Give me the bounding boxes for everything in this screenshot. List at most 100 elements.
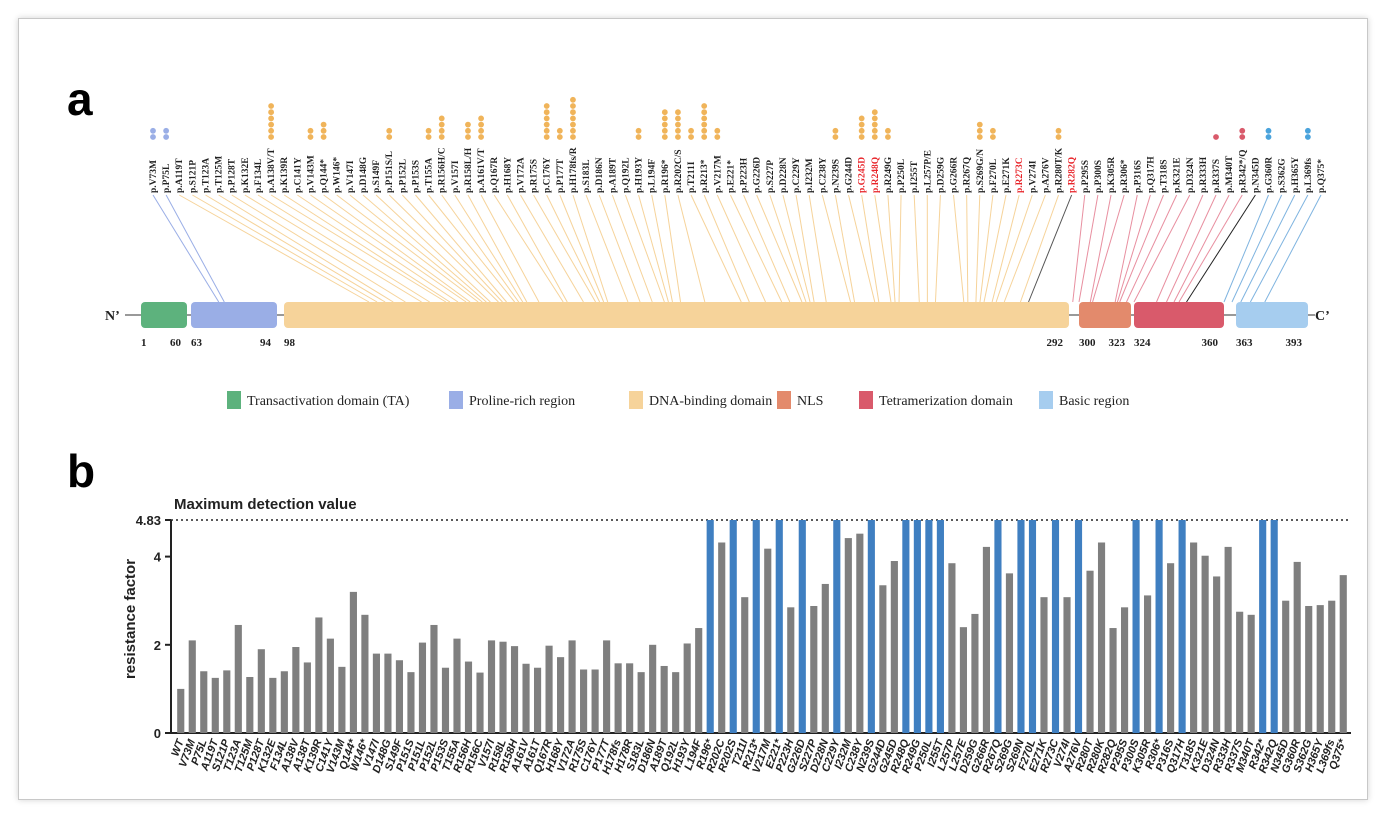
legend-swatch [1039, 391, 1053, 409]
legend-swatch [777, 391, 791, 409]
mutation-connector [934, 194, 941, 303]
mutation-label: p.R282Q [1068, 157, 1078, 193]
bar [1040, 597, 1048, 733]
mutation-dot [871, 109, 878, 116]
mutation-connector [1116, 194, 1151, 303]
mutation-connector [782, 194, 811, 303]
mutation-connector [1156, 194, 1204, 303]
mutation-connector [1264, 194, 1322, 303]
bar [453, 638, 461, 733]
mutation-label: p.R273C [1015, 157, 1025, 193]
mutation-connector [703, 194, 750, 303]
bar [1167, 563, 1175, 733]
mutation-label: p.R280T/K [1055, 147, 1065, 193]
mutation-dot [990, 127, 996, 134]
mutation-label: p.G244D [845, 157, 855, 193]
legend-label: Tetramerization domain [879, 394, 1013, 409]
mutation-connector [297, 194, 459, 303]
bar [1074, 520, 1083, 733]
mutation-connector [1249, 194, 1309, 303]
mutation-connector [975, 194, 981, 303]
mutation-label: p.R333H [1199, 156, 1209, 193]
mutation-label: p.P223H [740, 157, 750, 193]
mutation-connector [861, 194, 880, 303]
bar [418, 642, 427, 733]
bar [706, 520, 714, 733]
mutation-label: p.H365Y [1291, 157, 1301, 193]
mutation-dot [543, 134, 550, 140]
mutation-labels: p.V73M p.P75L p.A119T p.S121P p.T123A p.T125M… [149, 147, 1327, 193]
bar [764, 548, 772, 733]
mutation-dot [307, 134, 314, 140]
bar [626, 663, 634, 733]
mutation-label: p.P153S [411, 160, 421, 193]
mutation-connector [310, 194, 467, 303]
mutation-connector [152, 194, 220, 303]
bar [603, 640, 611, 733]
mutation-label: p.T318S [1160, 159, 1170, 193]
mutation-connector [179, 194, 370, 303]
mutation-connector [690, 194, 742, 303]
mutation-label: p.V157I [451, 160, 461, 193]
mutation-label: p.G266R [950, 157, 960, 193]
legend-swatch [629, 391, 643, 409]
mutation-dot [150, 127, 156, 134]
x-tick-labels: WTV73MP75LA119TS121PT123AT125MP128TK132E… [169, 736, 1349, 776]
bar [407, 672, 415, 733]
mutation-label: p.P152L [398, 159, 408, 193]
bar [660, 665, 668, 733]
mutation-dot [701, 115, 708, 122]
mutation-dot [976, 134, 983, 140]
mutation-connector [795, 194, 815, 303]
mutation-connector [401, 194, 503, 303]
mutation-label: p.D228N [779, 157, 789, 193]
mutation-connector [244, 194, 422, 303]
mutation-dot [268, 121, 275, 128]
mutation-dot [688, 134, 694, 140]
mutation-dot [543, 109, 550, 116]
bar [683, 643, 691, 733]
mutation-connector [1072, 194, 1086, 303]
mutation-dot [307, 127, 314, 134]
mutation-dot [688, 127, 694, 134]
mutation-dot [478, 134, 484, 140]
mutation-connector [983, 194, 1007, 303]
mutation-connector [1092, 194, 1125, 303]
mutation-label: p.T155A [425, 158, 435, 193]
mutation-label: p.I255T [910, 160, 920, 193]
mutation-label: p.V143M [306, 155, 316, 193]
panel-a-letter: a [67, 73, 93, 125]
mutation-connector [349, 194, 483, 303]
mutation-connector [611, 194, 653, 303]
mutation-label: p.P250L [897, 159, 907, 193]
domain-start-label: 324 [1134, 337, 1151, 349]
bar [568, 640, 576, 733]
mutation-connector [165, 194, 225, 303]
mutation-dot [268, 115, 275, 122]
mutation-label: p.T211I [687, 161, 697, 193]
bar [557, 657, 565, 733]
mutation-connector [1166, 194, 1217, 303]
bar [1120, 607, 1129, 733]
bar [464, 661, 473, 733]
mutation-label: p.K139R [280, 157, 290, 193]
mutation-dot [268, 103, 275, 109]
bar [1236, 611, 1244, 733]
mutation-label: p.P316S [1133, 160, 1143, 193]
mutation-dot [478, 127, 484, 134]
bar [510, 646, 519, 733]
mutation-connector [520, 194, 584, 303]
bar [326, 638, 334, 733]
mutation-connector [716, 194, 766, 303]
mutation-dot [701, 109, 708, 116]
mutation-dot [570, 115, 576, 122]
mutation-connector [821, 194, 851, 303]
mutation-label: p.H178fs/R [569, 147, 579, 193]
mutation-dot [570, 121, 576, 128]
domain-bars [141, 302, 1308, 328]
mutation-dot [425, 134, 432, 140]
bar [844, 538, 852, 733]
mutation-connector [1126, 194, 1178, 303]
bar [246, 676, 254, 733]
bar [533, 667, 542, 733]
